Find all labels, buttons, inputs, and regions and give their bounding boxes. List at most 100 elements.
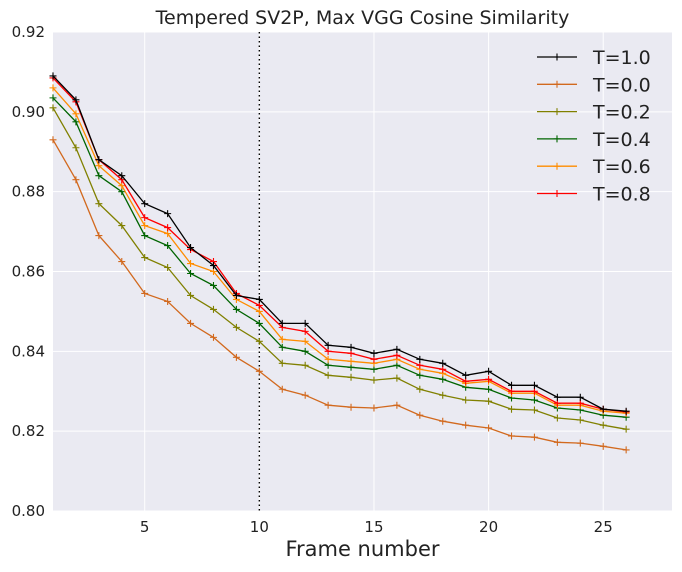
x-tick-label: 20	[479, 518, 498, 536]
data-point	[72, 96, 80, 104]
data-point	[576, 416, 584, 424]
data-point	[324, 347, 332, 355]
series-t-1-0	[49, 72, 630, 415]
data-point	[141, 289, 149, 297]
data-point	[118, 188, 126, 196]
y-tick-label: 0.86	[12, 263, 45, 281]
series-t-0-0	[49, 136, 630, 454]
series-line	[52, 75, 627, 412]
data-point	[508, 405, 516, 413]
data-point	[255, 295, 263, 303]
legend-label: T=0.8	[592, 184, 651, 206]
data-point	[72, 110, 80, 118]
legend-entry: T=0.2	[537, 102, 651, 124]
data-point	[324, 361, 332, 369]
legend-label: T=1.0	[592, 47, 651, 69]
legend-label: T=0.2	[592, 102, 651, 124]
data-point	[95, 200, 103, 208]
data-point	[255, 337, 263, 345]
data-point	[301, 337, 309, 345]
data-point	[485, 424, 493, 432]
x-tick-label: 5	[140, 518, 150, 536]
data-point	[576, 393, 584, 401]
data-point	[393, 361, 401, 369]
y-tick-label: 0.88	[12, 183, 45, 201]
axis-tick-labels: 0.80 0.82 0.84 0.86 0.88 0.90 0.92 5 10 15 20 25	[12, 23, 613, 536]
data-point	[370, 404, 378, 412]
x-tick-label: 15	[364, 518, 383, 536]
data-point	[530, 433, 538, 441]
series-line	[52, 139, 627, 451]
x-tick-label: 25	[594, 518, 613, 536]
data-point	[485, 385, 493, 393]
data-point	[347, 349, 355, 357]
data-point	[416, 371, 424, 379]
data-point	[278, 385, 286, 393]
data-point	[209, 268, 217, 275]
data-point	[118, 172, 126, 180]
data-point	[462, 421, 470, 429]
data-point	[324, 341, 332, 349]
series-t-0-2	[49, 104, 630, 433]
data-point	[347, 403, 355, 411]
data-point	[95, 172, 103, 180]
data-point	[209, 281, 217, 289]
data-point	[393, 374, 401, 382]
data-point	[278, 343, 286, 351]
data-point	[599, 405, 607, 413]
data-point	[370, 355, 378, 363]
data-point	[485, 397, 493, 405]
series-line	[52, 77, 627, 413]
data-point	[416, 385, 424, 393]
data-point	[164, 210, 172, 218]
data-point	[553, 393, 561, 401]
legend-marker	[553, 162, 561, 170]
legend-marker	[553, 190, 561, 197]
legend-entry: T=0.8	[537, 184, 651, 206]
data-point	[462, 371, 470, 379]
legend-marker	[553, 135, 561, 143]
data-point	[49, 104, 57, 112]
data-point	[49, 136, 57, 144]
data-point	[508, 381, 516, 389]
series-layer	[49, 72, 630, 454]
data-point	[278, 335, 286, 343]
legend-entry: T=0.4	[537, 129, 651, 151]
data-point	[209, 262, 217, 270]
data-point	[530, 406, 538, 414]
data-point	[209, 305, 217, 313]
legend-entry: T=0.0	[537, 74, 651, 96]
data-point	[576, 399, 584, 407]
legend: T=1.0 T=0.0 T=0.2 T=0.4 T=0.6 T=0.8	[537, 47, 651, 206]
data-point	[553, 438, 561, 446]
data-point	[187, 319, 195, 327]
data-point	[553, 399, 561, 407]
data-point	[347, 363, 355, 371]
data-point	[187, 291, 195, 299]
data-point	[232, 323, 240, 331]
series-line	[52, 87, 627, 414]
legend-marker	[553, 108, 561, 116]
data-point	[347, 357, 355, 365]
data-point	[72, 144, 80, 152]
data-point	[49, 84, 57, 92]
y-tick-label: 0.84	[12, 342, 45, 360]
data-point	[72, 176, 80, 184]
data-point	[301, 347, 309, 355]
data-point	[232, 353, 240, 361]
data-point	[370, 365, 378, 373]
data-point	[393, 345, 401, 353]
data-point	[141, 222, 149, 230]
data-point	[416, 361, 424, 369]
data-point	[370, 376, 378, 384]
legend-entry: T=1.0	[537, 47, 651, 69]
data-point	[164, 297, 172, 305]
data-point	[232, 305, 240, 313]
series-line	[52, 107, 627, 430]
data-point	[187, 269, 195, 277]
data-point	[576, 439, 584, 447]
series-t-0-4	[49, 94, 630, 421]
data-point	[72, 118, 80, 126]
data-point	[439, 391, 447, 399]
